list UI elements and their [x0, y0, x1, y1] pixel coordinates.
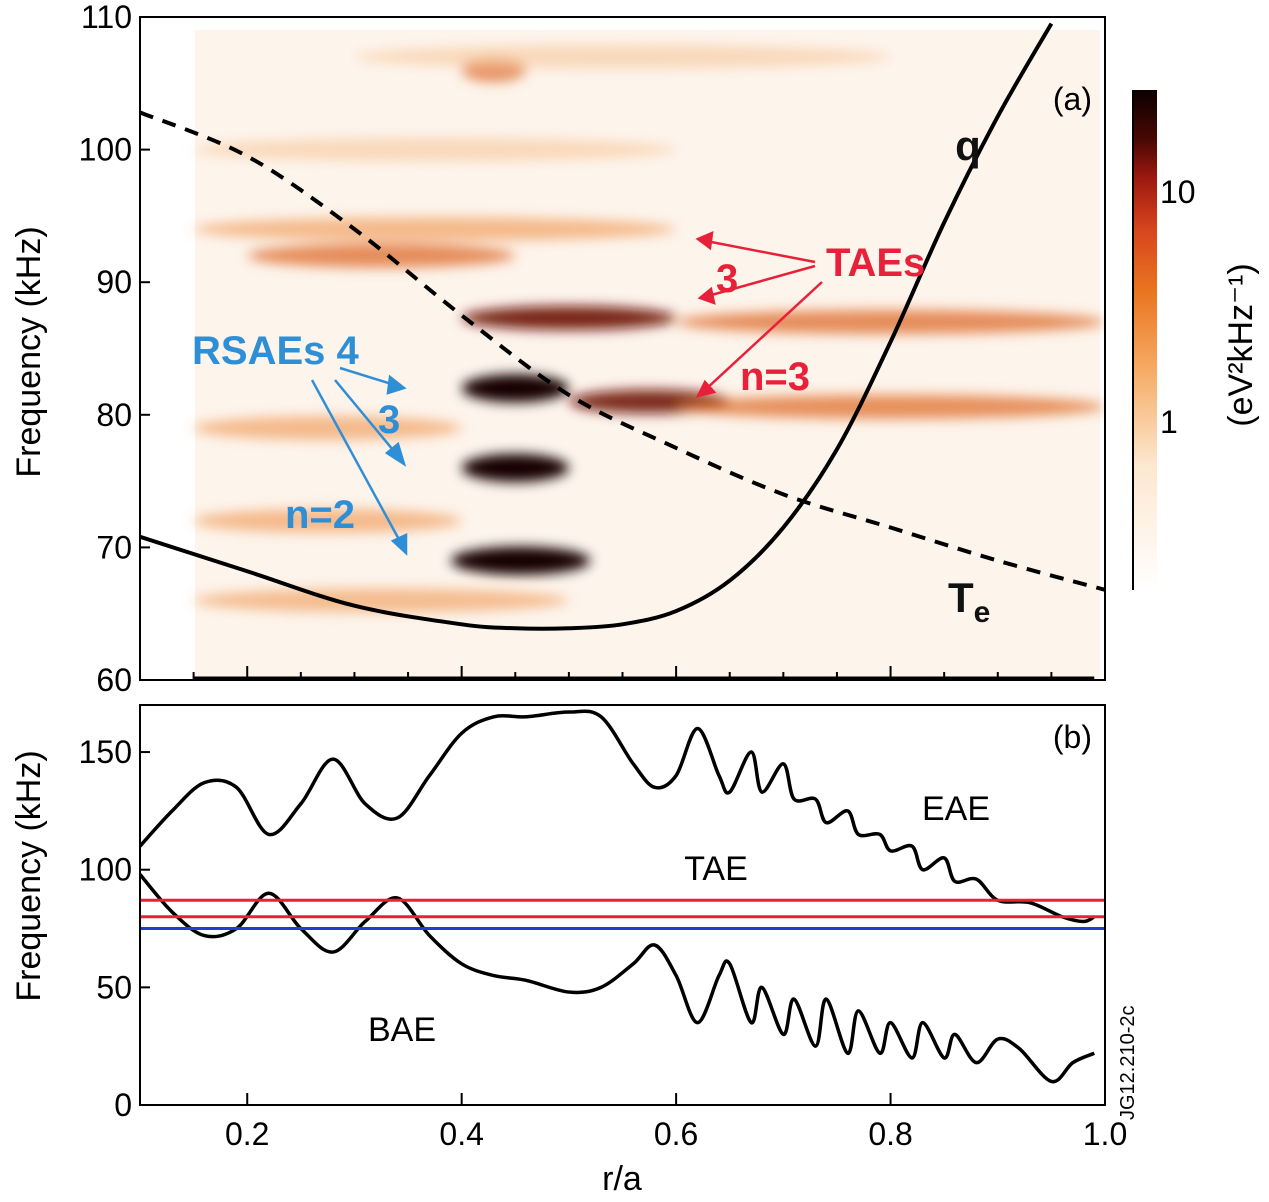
heatmap-band: [676, 309, 1105, 334]
heatmap-band: [354, 44, 891, 69]
upper-gap-boundary-curve: [140, 709, 1096, 924]
panel-b-y-ticks: 0 50 100 150: [79, 734, 150, 1123]
tae-arrow-1: [705, 239, 816, 264]
tae-annotations: TAEs 3 n=3: [695, 230, 925, 399]
tae-arrow-2: [707, 264, 816, 298]
panel-b-x-ticks: 0.2 0.4 0.6 0.8 1.0: [225, 1093, 1127, 1152]
heatmap-band: [193, 508, 462, 533]
te-curve-label-sub: e: [974, 596, 991, 629]
colorbar-label: (eV²kHz⁻¹): [1222, 263, 1260, 426]
heatmap-band: [676, 394, 1105, 419]
panel-b-y-label: Frequency (kHz): [10, 750, 48, 1001]
panel-b-y-tick-label: 100: [79, 852, 132, 888]
panel-b-y-tick-label: 50: [96, 969, 132, 1005]
heatmap-background: [195, 30, 1100, 680]
panel-b-x-tick-label: 0.4: [439, 1116, 483, 1152]
tae-arrowhead-1: [695, 230, 714, 251]
te-curve-label-main: T: [948, 574, 974, 621]
rsae-arrow-n3: [334, 379, 399, 457]
colorbar-tick-1: 1: [1160, 404, 1178, 440]
heatmap-bands: [193, 44, 1105, 613]
heatmap-band: [193, 416, 462, 441]
lower-gap-boundary-curve: [140, 873, 1095, 1084]
heatmap-band: [247, 243, 516, 268]
rsae-n3-label: 3: [378, 398, 400, 442]
tae-n3-label-lower: n=3: [740, 355, 810, 399]
tae-arrowhead-3: [695, 379, 717, 398]
region-label-eae: EAE: [922, 790, 990, 828]
rsae-arrow-n2: [310, 379, 404, 546]
colorbar: 10 1 (eV²kHz⁻¹): [1132, 90, 1260, 590]
panel-a-y-ticks: 60 70 80 90 100 110: [79, 0, 150, 698]
panel-a-x-minor-ticks: [192, 666, 1095, 680]
rsae-label: RSAEs 4: [192, 329, 359, 373]
panel-a-y-tick-label: 80: [96, 397, 132, 433]
rsae-annotations: RSAEs 4 3 n=2: [192, 329, 408, 556]
panel-a-y-tick-label: 90: [96, 264, 132, 300]
panel-a-y-tick-label: 100: [79, 132, 132, 168]
te-profile-curve: [140, 110, 1105, 592]
panel-b-x-tick-label: 1.0: [1083, 1116, 1127, 1152]
rsae-arrowhead-n3: [384, 441, 407, 467]
panel-b-y-tick-label: 0: [114, 1087, 132, 1123]
watermark-id: JG12.210-2c: [1117, 1005, 1139, 1120]
panel-a-y-tick-label: 60: [96, 662, 132, 698]
q-profile-curve: [140, 22, 1054, 631]
panel-b-series: [140, 709, 1105, 1084]
tae-n3-label-upper: 3: [716, 257, 738, 301]
panel-b-x-tick-label: 0.8: [868, 1116, 912, 1152]
tae-label: TAEs: [826, 241, 925, 285]
region-label-bae: BAE: [368, 1011, 436, 1049]
panel-b-x-tick-label: 0.2: [225, 1116, 269, 1152]
rsae-arrowhead-n2: [390, 533, 408, 556]
panel-a-label: (a): [1053, 81, 1092, 117]
panel-b-frame: [139, 704, 1106, 1106]
panel-b-label: (b): [1053, 719, 1092, 755]
panel-b-x-tick-label: 0.6: [654, 1116, 698, 1152]
heatmap-band: [193, 217, 677, 242]
panel-a-y-tick-label: 70: [96, 529, 132, 565]
panel-a-y-tick-label: 110: [81, 0, 132, 35]
panel-b-x-label: r/a: [602, 1160, 642, 1198]
heatmap-band: [450, 546, 591, 575]
colorbar-tick-10: 10: [1160, 174, 1196, 210]
heatmap-band: [461, 453, 569, 482]
region-label-tae: TAE: [684, 850, 748, 888]
te-curve-label: Te: [948, 574, 990, 629]
q-curve-label: q: [955, 122, 981, 169]
panel-b: 0 50 100 150 0.2 0.4 0.6 0.8 1.0 Frequency (kHz…: [10, 704, 1139, 1198]
heatmap-band: [461, 374, 569, 403]
panel-b-y-tick-label: 150: [79, 734, 132, 770]
panel-a-y-label: Frequency (kHz): [10, 226, 48, 477]
colorbar-gradient: [1133, 90, 1157, 590]
rsae-n2-label: n=2: [285, 493, 355, 537]
heatmap-band: [193, 588, 569, 613]
tae-arrow-3: [704, 281, 823, 391]
heatmap-band: [461, 306, 677, 331]
tae-arrowhead-2: [697, 286, 716, 305]
heatmap-band: [193, 137, 677, 162]
rsae-arrowhead-n4: [386, 374, 407, 395]
